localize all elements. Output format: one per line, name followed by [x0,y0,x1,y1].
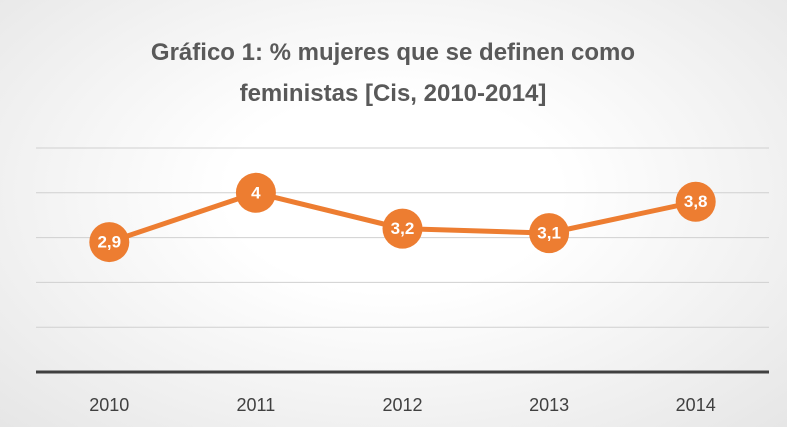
marker [382,208,423,249]
x-tick-label: 2014 [676,395,716,415]
chart-title: Gráfico 1: % mujeres que se definen como… [150,39,636,107]
data-label: 3,2 [391,219,415,238]
data-label: 2,9 [97,233,121,252]
data-label: 3,8 [684,192,708,211]
data-label: 3,1 [537,224,561,243]
marker [529,213,570,254]
marker [675,181,716,222]
x-tick-label: 2011 [237,395,276,415]
marker [235,172,276,213]
x-tick-label: 2013 [529,395,569,415]
marker [89,222,130,263]
x-tick-label: 2010 [89,395,129,415]
data-label: 4 [251,183,261,202]
x-tick-label: 2012 [382,395,422,415]
